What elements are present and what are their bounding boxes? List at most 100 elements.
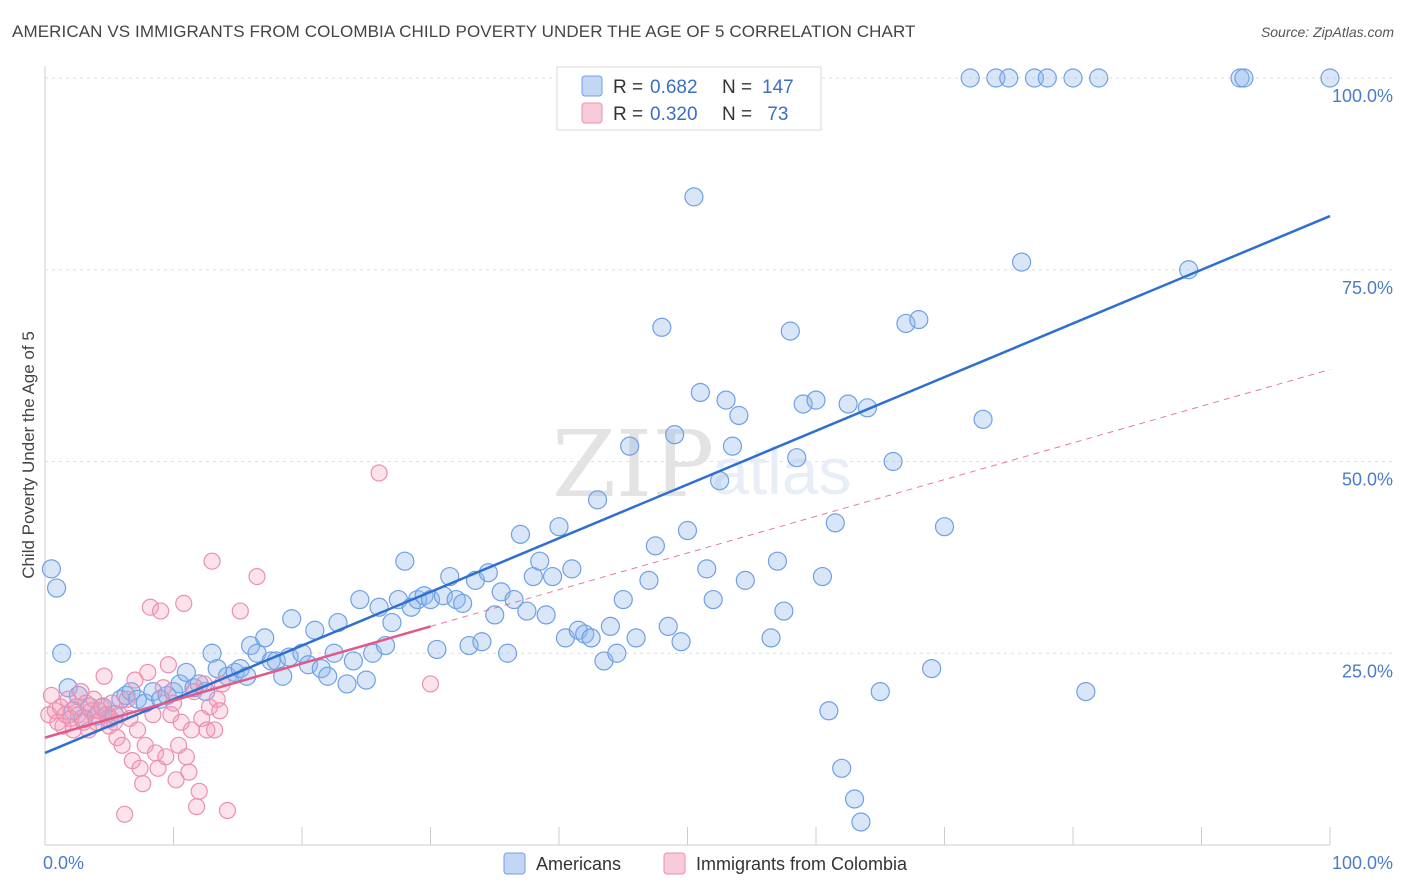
point-americans xyxy=(1234,68,1254,88)
point-americans xyxy=(735,570,755,590)
point-americans xyxy=(761,628,781,648)
point-colombia xyxy=(370,464,388,482)
bottom-legend-label-americans: Americans xyxy=(536,854,621,874)
point-americans xyxy=(459,635,479,656)
legend-n-value-colombia: 73 xyxy=(762,104,788,125)
point-americans xyxy=(844,789,865,809)
point-colombia xyxy=(180,763,198,781)
point-americans xyxy=(549,517,569,537)
point-americans xyxy=(46,578,67,598)
legend-swatch-americans xyxy=(581,75,603,97)
point-americans xyxy=(356,670,376,690)
y-tick-label: 75.0% xyxy=(1342,278,1393,298)
point-americans xyxy=(536,605,556,625)
point-americans xyxy=(999,68,1019,88)
chart-title: AMERICAN VS IMMIGRANTS FROM COLOMBIA CHI… xyxy=(12,22,916,41)
series-colombia xyxy=(40,464,440,823)
point-americans xyxy=(960,68,980,88)
point-colombia xyxy=(231,602,249,620)
point-americans xyxy=(170,674,190,694)
bottom-legend-swatch-colombia xyxy=(663,852,686,875)
point-americans xyxy=(825,513,845,533)
point-americans xyxy=(472,632,492,652)
point-americans xyxy=(510,524,531,544)
point-americans xyxy=(934,517,955,537)
point-americans xyxy=(729,405,749,426)
bottom-legend-label-colombia: Immigrants from Colombia xyxy=(696,854,908,874)
point-americans xyxy=(1037,68,1057,88)
point-americans xyxy=(255,628,275,648)
point-americans xyxy=(600,616,621,637)
point-americans xyxy=(1063,68,1083,88)
point-americans xyxy=(581,628,601,648)
point-americans xyxy=(337,674,357,694)
point-americans xyxy=(767,551,788,571)
correlation-legend: R = 0.682 N = 147 R = 0.320 N = 73 xyxy=(556,66,822,131)
point-colombia xyxy=(95,667,113,685)
legend-n-label-1: N = xyxy=(722,77,752,98)
point-americans xyxy=(542,566,563,587)
point-americans xyxy=(838,394,858,414)
point-colombia xyxy=(154,679,172,697)
legend-swatch-colombia xyxy=(581,102,603,124)
point-americans xyxy=(273,666,293,686)
point-americans xyxy=(613,589,633,610)
point-colombia xyxy=(177,748,195,766)
point-colombia xyxy=(248,567,266,586)
point-americans xyxy=(626,628,646,648)
point-colombia xyxy=(188,798,206,816)
y-tick-label: 50.0% xyxy=(1342,470,1393,490)
point-colombia xyxy=(190,782,208,800)
point-americans xyxy=(116,685,136,706)
point-americans xyxy=(498,643,518,663)
point-americans xyxy=(787,448,807,468)
x-tick-label-max: 100.0% xyxy=(1332,853,1393,873)
point-colombia xyxy=(116,805,134,823)
point-colombia xyxy=(128,721,147,739)
point-colombia xyxy=(118,690,136,708)
point-americans xyxy=(973,409,993,429)
point-americans xyxy=(530,551,550,571)
point-colombia xyxy=(152,602,170,620)
point-americans xyxy=(562,559,582,579)
legend-r-label-2: R = xyxy=(613,104,643,125)
point-americans xyxy=(722,436,743,456)
point-colombia xyxy=(126,671,144,689)
trend-line-americans xyxy=(44,214,1331,755)
point-americans xyxy=(143,681,163,702)
point-americans xyxy=(883,451,903,472)
point-colombia xyxy=(159,656,177,674)
point-americans xyxy=(671,632,691,652)
point-americans xyxy=(1076,681,1096,702)
source-credit: Source: ZipAtlas.com xyxy=(1260,24,1394,40)
point-americans xyxy=(896,313,916,334)
point-americans xyxy=(658,616,678,637)
point-americans xyxy=(620,436,640,456)
point-americans xyxy=(282,609,302,629)
point-americans xyxy=(318,666,338,686)
point-americans xyxy=(343,651,363,671)
point-americans xyxy=(311,658,331,679)
point-americans xyxy=(350,589,370,610)
point-colombia xyxy=(141,598,159,616)
point-colombia xyxy=(167,771,185,789)
point-americans xyxy=(819,701,839,721)
point-americans xyxy=(793,394,813,414)
point-americans xyxy=(652,317,672,337)
point-americans xyxy=(382,612,402,633)
point-americans xyxy=(427,639,447,660)
point-colombia xyxy=(131,759,149,777)
point-americans xyxy=(832,758,852,778)
trend-lines xyxy=(44,214,1331,755)
legend-r-value-americans: 0.682 xyxy=(650,77,698,98)
point-americans xyxy=(677,520,698,541)
point-colombia xyxy=(139,663,157,682)
y-axis-tick-labels: 25.0% 50.0% 75.0% 100.0% xyxy=(1332,86,1393,681)
point-americans xyxy=(1011,252,1032,272)
point-americans xyxy=(517,601,537,621)
legend-r-value-colombia: 0.320 xyxy=(650,104,698,125)
legend-r-label-1: R = xyxy=(613,77,643,98)
point-colombia xyxy=(203,552,221,570)
point-americans xyxy=(690,382,710,403)
